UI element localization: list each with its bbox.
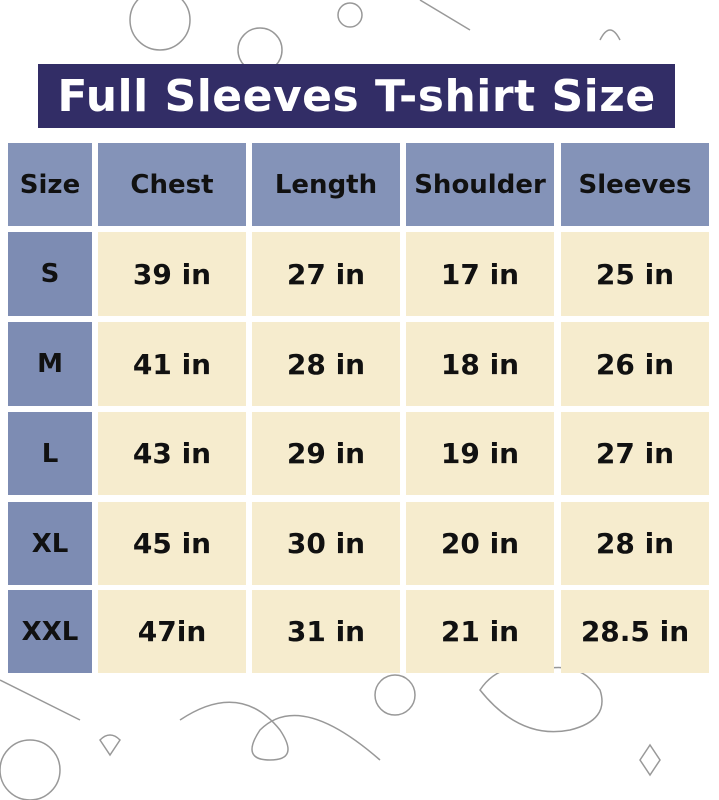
table-cell-shoulder: 21 in (406, 590, 554, 673)
table-cell-length: 27 in (252, 232, 400, 316)
size-label: XL (8, 502, 92, 585)
table-cell-shoulder: 19 in (406, 412, 554, 495)
size-label: L (8, 412, 92, 495)
page-title: Full Sleeves T-shirt Size (38, 64, 675, 128)
table-cell-length: 28 in (252, 322, 400, 406)
header-size: Size (8, 143, 92, 226)
table-cell-length: 30 in (252, 502, 400, 585)
header-chest: Chest (98, 143, 246, 226)
table-cell-sleeves: 25 in (561, 232, 709, 316)
size-label: S (8, 232, 92, 316)
table-cell-sleeves: 26 in (561, 322, 709, 406)
table-cell-chest: 47in (98, 590, 246, 673)
table-cell-sleeves: 27 in (561, 412, 709, 495)
table-cell-chest: 45 in (98, 502, 246, 585)
table-cell-shoulder: 17 in (406, 232, 554, 316)
header-length: Length (252, 143, 400, 226)
table-cell-chest: 43 in (98, 412, 246, 495)
table-cell-chest: 39 in (98, 232, 246, 316)
table-cell-chest: 41 in (98, 322, 246, 406)
header-shoulder: Shoulder (406, 143, 554, 226)
size-label: XXL (8, 590, 92, 673)
table-cell-sleeves: 28.5 in (561, 590, 709, 673)
header-sleeves: Sleeves (561, 143, 709, 226)
table-cell-shoulder: 20 in (406, 502, 554, 585)
size-label: M (8, 322, 92, 406)
table-cell-length: 31 in (252, 590, 400, 673)
table-cell-shoulder: 18 in (406, 322, 554, 406)
table-cell-sleeves: 28 in (561, 502, 709, 585)
table-cell-length: 29 in (252, 412, 400, 495)
